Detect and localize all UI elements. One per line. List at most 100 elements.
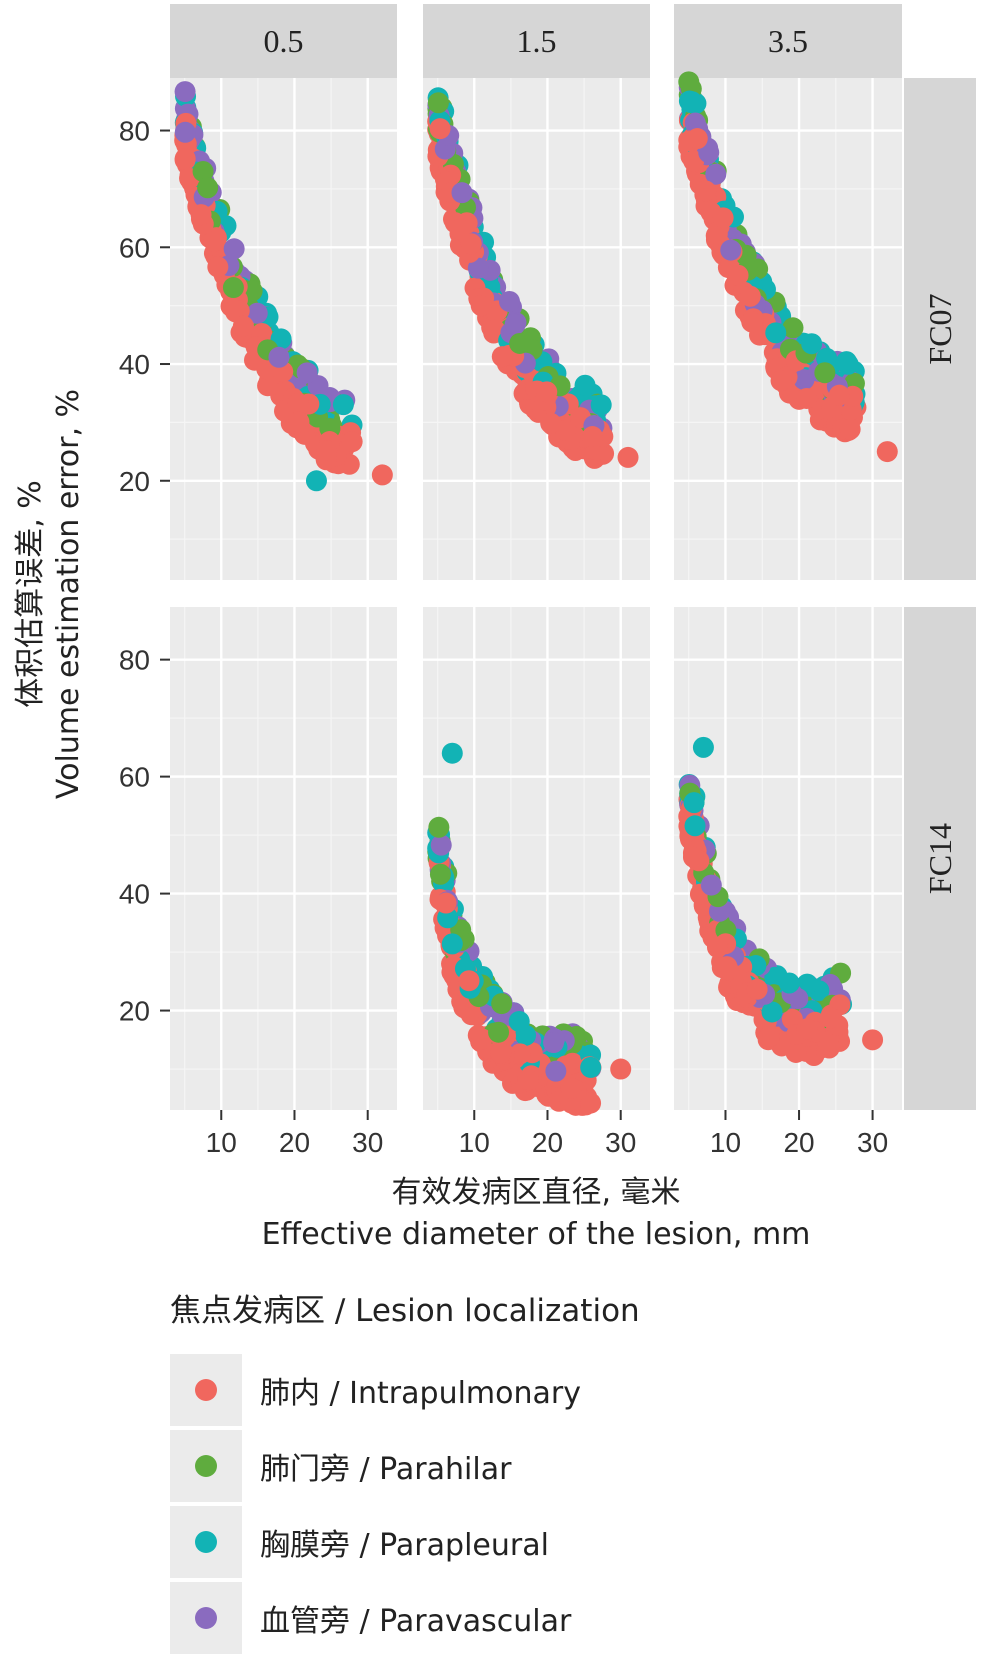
data-point-paravascular [174, 121, 196, 143]
y-tick-label: 20 [119, 996, 150, 1027]
data-point-intrapulmonary [717, 959, 739, 981]
data-point-parapleural [574, 374, 596, 396]
data-point-intrapulmonary [682, 846, 704, 868]
data-point-parapleural [590, 394, 612, 416]
data-point-intrapulmonary [580, 1092, 602, 1114]
x-tick-label: 30 [352, 1127, 383, 1158]
facet-strip-row [904, 78, 976, 580]
legend-item-parahilar: 肺门旁 / Parahilar [170, 1428, 870, 1504]
y-tick-label: 40 [119, 349, 150, 380]
legend-item-paravascular: 血管旁 / Paravascular [170, 1580, 870, 1656]
data-point-intrapulmonary [686, 128, 708, 150]
data-point-paravascular [698, 142, 720, 164]
x-tick-label: 30 [605, 1127, 636, 1158]
data-point-intrapulmonary [581, 426, 603, 448]
data-point-outlier [610, 1058, 632, 1080]
data-point-paravascular [545, 1060, 567, 1082]
data-point-intrapulmonary [458, 970, 480, 992]
data-point-intrapulmonary [746, 978, 768, 1000]
legend-key [170, 1582, 242, 1654]
data-point-intrapulmonary [509, 1043, 531, 1065]
y-tick-label: 80 [119, 645, 150, 676]
legend-dot-parapleural [195, 1531, 217, 1553]
data-point-outlier [862, 1029, 884, 1051]
data-point-outlier [441, 742, 463, 764]
data-point-paravascular [684, 112, 706, 134]
data-point-intrapulmonary [770, 370, 792, 392]
legend-label: 肺门旁 / Parahilar [260, 1452, 512, 1487]
legend-title: 焦点发病区 / Lesion localization [170, 1293, 640, 1329]
y-tick-label: 60 [119, 232, 150, 263]
data-point-intrapulmonary [257, 375, 279, 397]
data-point-intrapulmonary [207, 256, 229, 278]
facet-strip-label: 0.5 [264, 23, 304, 59]
facet-strip-label: 3.5 [768, 23, 808, 59]
data-point-intrapulmonary [741, 311, 763, 333]
data-point-paravascular [246, 302, 268, 324]
legend: 焦点发病区 / Lesion localization 肺内 / Intrapu… [170, 1285, 870, 1656]
data-point-intrapulmonary [739, 285, 761, 307]
data-point-intrapulmonary [287, 392, 309, 414]
legend-dot-intrapulmonary [195, 1379, 217, 1401]
data-point-intrapulmonary [785, 1041, 807, 1063]
data-point-outlier [876, 441, 898, 463]
data-point-parahilar [678, 71, 700, 93]
data-point-intrapulmonary [449, 218, 471, 240]
data-point-intrapulmonary [174, 149, 196, 171]
facet-strip-col [674, 4, 902, 78]
data-point-parahilar [782, 317, 804, 339]
data-point-intrapulmonary [540, 412, 562, 434]
data-point-parapleural [761, 1001, 783, 1023]
data-point-intrapulmonary [517, 1069, 539, 1091]
legend-item-parapleural: 胸膜旁 / Parapleural [170, 1504, 870, 1580]
y-tick-label: 80 [119, 116, 150, 147]
data-point-intrapulmonary [232, 315, 254, 337]
data-point-parapleural [837, 353, 859, 375]
data-point-parapleural [580, 1056, 602, 1078]
facet-strip-label: FC14 [922, 823, 958, 894]
legend-label: 血管旁 / Paravascular [260, 1604, 572, 1639]
data-point-intrapulmonary [796, 1018, 818, 1040]
data-point-paravascular [543, 1032, 565, 1054]
data-point-parapleural [684, 815, 706, 837]
data-point-intrapulmonary [470, 295, 492, 317]
data-point-paravascular [296, 362, 318, 384]
data-point-parapleural [765, 322, 787, 344]
data-point-parahilar [428, 816, 450, 838]
data-point-parahilar [427, 92, 449, 114]
data-point-parahilar [222, 277, 244, 299]
data-point-intrapulmonary [190, 204, 212, 226]
data-point-parahilar [491, 993, 513, 1015]
data-point-parapleural [801, 333, 823, 355]
data-point-parahilar [192, 161, 214, 183]
data-point-parahilar [814, 362, 836, 384]
x-tick-label: 10 [206, 1127, 237, 1158]
data-point-intrapulmonary [536, 381, 558, 403]
facet-strip-col [423, 4, 650, 78]
data-point-outlier [371, 464, 393, 486]
y-axis-title-zh: 体积估算误差, % [13, 480, 48, 708]
data-point-paravascular [174, 81, 196, 103]
x-tick-label: 10 [459, 1127, 490, 1158]
data-point-paravascular [451, 182, 473, 204]
data-point-parapleural [441, 933, 463, 955]
legend-dot-parahilar [195, 1455, 217, 1477]
data-point-parahilar [509, 332, 531, 354]
data-point-intrapulmonary [203, 230, 225, 252]
data-point-paravascular [700, 874, 722, 896]
data-point-intrapulmonary [828, 384, 850, 406]
legend-key [170, 1506, 242, 1578]
data-point-intrapulmonary [706, 936, 728, 958]
panel-background [170, 607, 397, 1110]
data-point-paravascular [720, 239, 742, 261]
data-point-intrapulmonary [435, 892, 457, 914]
data-point-outlier [305, 470, 327, 492]
x-tick-label: 20 [783, 1127, 814, 1158]
y-tick-label: 60 [119, 762, 150, 793]
data-point-intrapulmonary [460, 233, 482, 255]
data-point-paravascular [223, 238, 245, 260]
legend-key [170, 1430, 242, 1502]
data-point-paravascular [504, 313, 526, 335]
x-axis-title-en: Effective diameter of the lesion, mm [262, 1217, 811, 1252]
data-point-parahilar [197, 177, 219, 199]
